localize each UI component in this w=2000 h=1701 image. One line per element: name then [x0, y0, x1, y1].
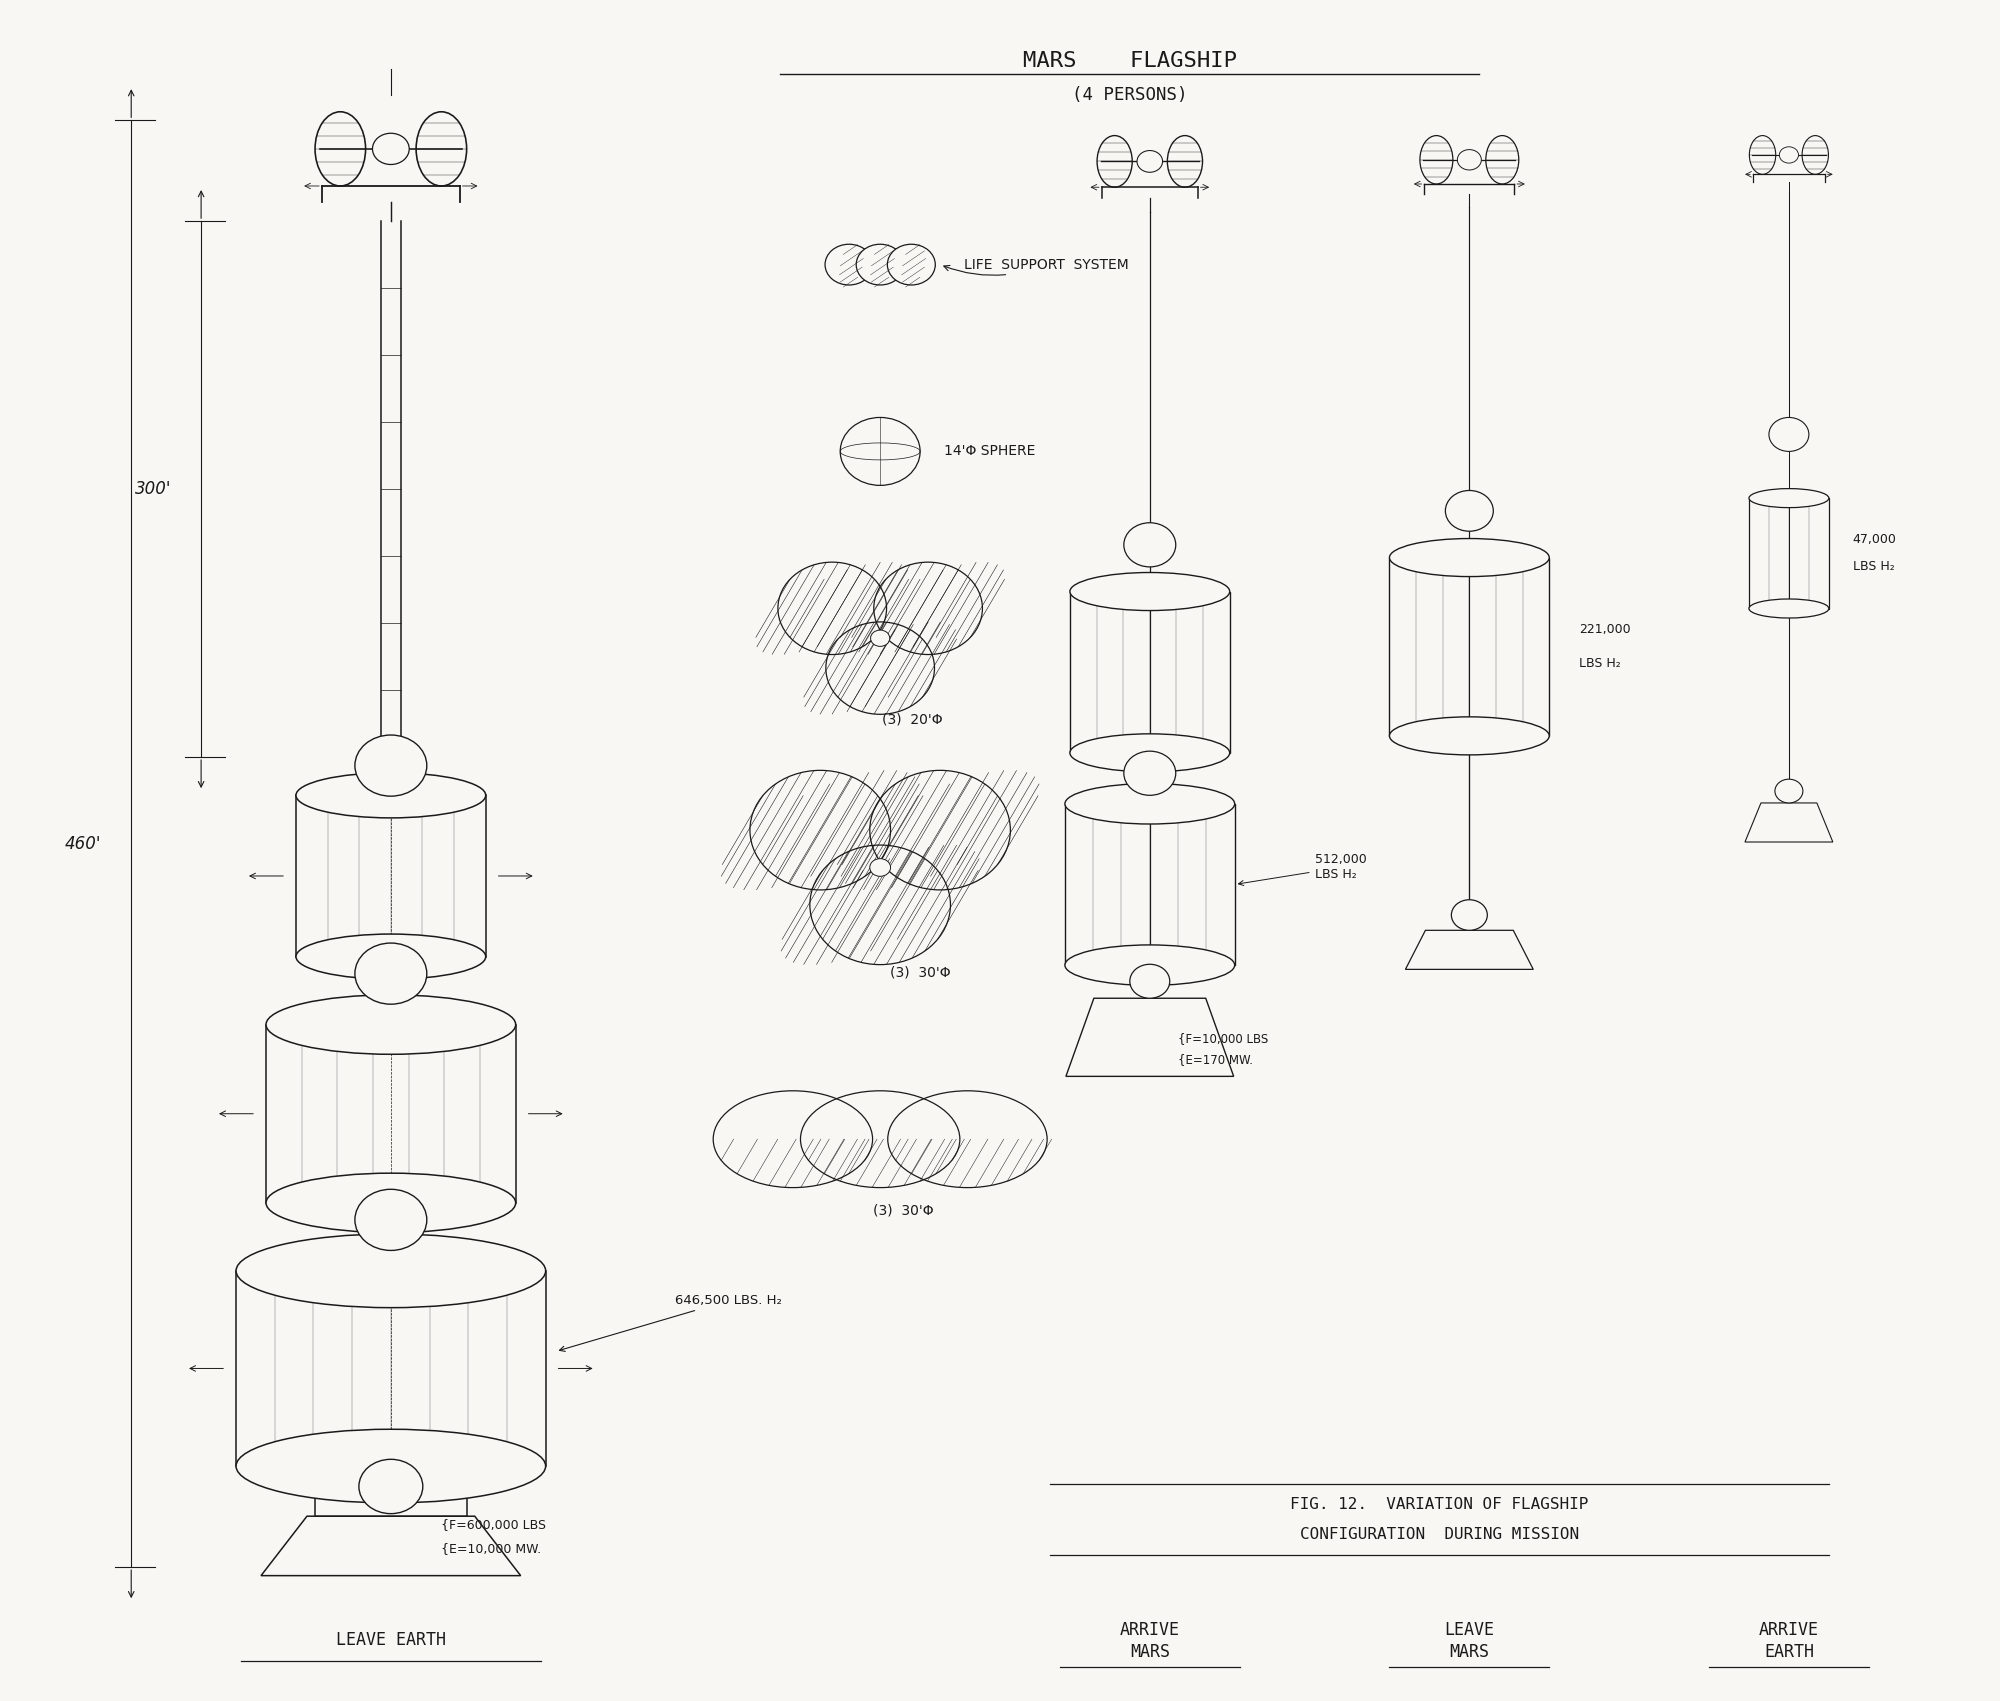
- Ellipse shape: [1064, 784, 1234, 823]
- Ellipse shape: [1748, 488, 1828, 507]
- Circle shape: [1138, 150, 1162, 172]
- Circle shape: [1130, 964, 1170, 998]
- Ellipse shape: [236, 1429, 546, 1504]
- Circle shape: [358, 1459, 422, 1514]
- Ellipse shape: [266, 995, 516, 1055]
- Ellipse shape: [1802, 136, 1828, 174]
- Ellipse shape: [1750, 136, 1776, 174]
- Ellipse shape: [266, 1174, 516, 1233]
- Text: 512,000
LBS H₂: 512,000 LBS H₂: [1238, 854, 1366, 886]
- Circle shape: [826, 245, 872, 286]
- Circle shape: [354, 735, 426, 796]
- Text: LBS H₂: LBS H₂: [1852, 560, 1894, 573]
- Text: {E=170 MW.: {E=170 MW.: [1178, 1053, 1252, 1067]
- Text: 460': 460': [64, 835, 102, 852]
- Text: LEAVE EARTH: LEAVE EARTH: [336, 1631, 446, 1650]
- Text: {E=10,000 MW.: {E=10,000 MW.: [440, 1543, 540, 1555]
- Text: 646,500 LBS. H₂: 646,500 LBS. H₂: [560, 1294, 782, 1351]
- Text: {F=10,000 LBS: {F=10,000 LBS: [1178, 1033, 1268, 1046]
- Ellipse shape: [316, 112, 366, 185]
- Bar: [1070, 592, 1230, 754]
- Text: (3)  30'Φ: (3) 30'Φ: [872, 1203, 934, 1218]
- Bar: [266, 1024, 516, 1203]
- Text: (4 PERSONS): (4 PERSONS): [1072, 85, 1188, 104]
- Text: LIFE  SUPPORT  SYSTEM: LIFE SUPPORT SYSTEM: [944, 257, 1128, 276]
- Text: CONFIGURATION  DURING MISSION: CONFIGURATION DURING MISSION: [1300, 1527, 1578, 1543]
- Circle shape: [354, 942, 426, 1004]
- Ellipse shape: [1070, 573, 1230, 611]
- Circle shape: [372, 133, 410, 165]
- Ellipse shape: [1420, 136, 1452, 184]
- Polygon shape: [1406, 930, 1534, 970]
- Circle shape: [888, 245, 936, 286]
- Polygon shape: [1066, 998, 1234, 1077]
- Circle shape: [856, 245, 904, 286]
- Circle shape: [1774, 779, 1802, 803]
- Text: LBS H₂: LBS H₂: [1580, 657, 1620, 670]
- Polygon shape: [262, 1516, 520, 1575]
- Ellipse shape: [1486, 136, 1518, 184]
- Text: 14'Φ SPHERE: 14'Φ SPHERE: [944, 444, 1036, 458]
- Text: (3)  30'Φ: (3) 30'Φ: [890, 966, 950, 980]
- Ellipse shape: [416, 112, 466, 185]
- Text: MARS: MARS: [1450, 1643, 1490, 1662]
- Text: ARRIVE: ARRIVE: [1758, 1621, 1818, 1640]
- Ellipse shape: [236, 1233, 546, 1308]
- Text: MARS    FLAGSHIP: MARS FLAGSHIP: [1022, 51, 1236, 71]
- Ellipse shape: [1390, 716, 1550, 755]
- Circle shape: [1458, 150, 1482, 170]
- Text: ARRIVE: ARRIVE: [1120, 1621, 1180, 1640]
- Ellipse shape: [1064, 946, 1234, 985]
- Text: EARTH: EARTH: [1764, 1643, 1814, 1662]
- Text: LEAVE: LEAVE: [1444, 1621, 1494, 1640]
- Circle shape: [1768, 417, 1808, 451]
- Circle shape: [1124, 752, 1176, 796]
- Circle shape: [870, 629, 890, 646]
- Text: 47,000: 47,000: [1852, 532, 1896, 546]
- Bar: [1748, 498, 1828, 609]
- Ellipse shape: [1168, 136, 1202, 187]
- Text: {F=600,000 LBS: {F=600,000 LBS: [440, 1519, 546, 1531]
- Circle shape: [1124, 522, 1176, 566]
- Circle shape: [1452, 900, 1488, 930]
- Text: 221,000: 221,000: [1580, 623, 1630, 636]
- Polygon shape: [1744, 803, 1832, 842]
- Text: FIG. 12.  VARIATION OF FLAGSHIP: FIG. 12. VARIATION OF FLAGSHIP: [1290, 1497, 1588, 1512]
- Circle shape: [840, 417, 920, 485]
- Text: 300': 300': [134, 480, 172, 498]
- Ellipse shape: [296, 934, 486, 980]
- Ellipse shape: [1390, 539, 1550, 577]
- Bar: [1064, 805, 1234, 964]
- Bar: [296, 796, 486, 956]
- Bar: [314, 1473, 466, 1516]
- Bar: [236, 1271, 546, 1466]
- Circle shape: [354, 1189, 426, 1250]
- Circle shape: [870, 859, 890, 876]
- Circle shape: [1446, 490, 1494, 531]
- Bar: [1390, 558, 1550, 737]
- Ellipse shape: [296, 772, 486, 818]
- Circle shape: [1780, 146, 1798, 163]
- Text: (3)  20'Φ: (3) 20'Φ: [882, 713, 942, 726]
- Ellipse shape: [1098, 136, 1132, 187]
- Ellipse shape: [1748, 599, 1828, 617]
- Ellipse shape: [1070, 733, 1230, 772]
- Text: MARS: MARS: [1130, 1643, 1170, 1662]
